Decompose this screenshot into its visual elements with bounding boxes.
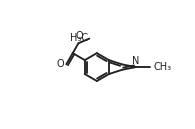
- Text: CH₃: CH₃: [153, 62, 171, 72]
- Text: O: O: [75, 31, 83, 41]
- Text: O: O: [56, 59, 64, 69]
- Text: N: N: [132, 55, 140, 66]
- Text: H₃C: H₃C: [70, 33, 88, 43]
